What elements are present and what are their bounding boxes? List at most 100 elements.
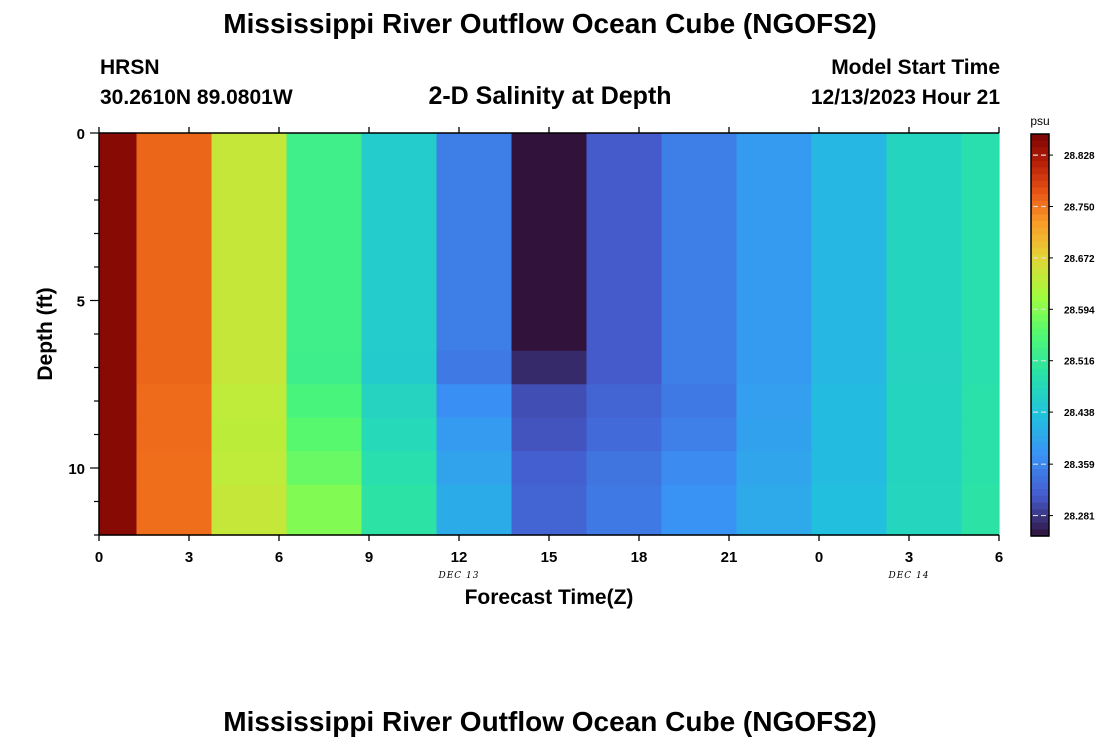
colorbar-segment	[1031, 415, 1049, 423]
colorbar-tick-label: 28.828	[1064, 151, 1095, 162]
colorbar-segment	[1031, 254, 1049, 262]
y-tick-label: 10	[68, 461, 85, 478]
heatmap-cell	[886, 384, 963, 419]
colorbar-segment	[1031, 522, 1049, 530]
heatmap-cell	[586, 417, 663, 452]
heatmap-cell	[436, 484, 513, 536]
colorbar-segment	[1031, 509, 1049, 517]
x-date-label: DEC 14	[888, 571, 930, 581]
colorbar-segment	[1031, 381, 1049, 390]
heatmap-cell	[436, 384, 513, 419]
colorbar-segment	[1031, 274, 1049, 282]
colorbar-segment	[1031, 435, 1049, 443]
heatmap-cell	[436, 417, 513, 452]
colorbar-segment	[1031, 428, 1049, 437]
heatmap-cell	[361, 350, 438, 385]
heatmap-cell	[661, 384, 738, 419]
heatmap-cell	[586, 384, 663, 419]
heatmap-cell	[99, 350, 138, 385]
colorbar-segment	[1031, 462, 1049, 470]
heatmap-cell	[586, 133, 663, 352]
heatmap-cell	[211, 350, 288, 385]
heatmap-cell	[811, 350, 888, 385]
heatmap-cell	[136, 417, 213, 452]
heatmap-cell	[436, 350, 513, 385]
heatmap-cell	[211, 384, 288, 419]
x-tick-label: 6	[995, 549, 1003, 566]
heatmap-cell	[361, 451, 438, 486]
colorbar-segment	[1031, 469, 1049, 477]
x-tick-label: 0	[95, 549, 103, 566]
colorbar-segment	[1031, 335, 1049, 343]
heatmap-cell	[661, 417, 738, 452]
colorbar-segment	[1031, 489, 1049, 497]
colorbar-segment	[1031, 160, 1049, 169]
colorbar-tick-label: 28.594	[1064, 305, 1095, 316]
colorbar-segment	[1031, 234, 1049, 242]
heatmap-cell	[586, 451, 663, 486]
colorbar-segment	[1031, 355, 1049, 363]
colorbar-segment	[1031, 529, 1049, 537]
heatmap-cell	[136, 451, 213, 486]
heatmap-cell	[511, 350, 588, 385]
colorbar-unit: psu	[1030, 114, 1049, 128]
colorbar-tick-label: 28.359	[1064, 460, 1095, 471]
heatmap-cell	[511, 417, 588, 452]
colorbar-tick-label: 28.281	[1064, 512, 1095, 523]
station-coordinates: 30.2610N 89.0801W	[100, 86, 293, 109]
colorbar-segment	[1031, 281, 1049, 289]
colorbar-segment	[1031, 180, 1049, 189]
heatmap-cell	[286, 384, 363, 419]
colorbar-segment	[1031, 388, 1049, 396]
heatmap-cell	[436, 451, 513, 486]
heatmap-cell	[361, 384, 438, 419]
heatmap-cell	[211, 484, 288, 536]
colorbar-tick-label: 28.438	[1064, 408, 1095, 419]
colorbar-segment	[1031, 341, 1049, 349]
heatmap-cell	[736, 350, 813, 385]
colorbar-segment	[1031, 348, 1049, 356]
heatmap-cell	[136, 350, 213, 385]
x-tick-label: 3	[185, 549, 193, 566]
colorbar-segment	[1031, 147, 1049, 155]
colorbar-segment	[1031, 475, 1049, 483]
colorbar-segment	[1031, 241, 1049, 249]
colorbar-segment	[1031, 361, 1049, 370]
heatmap-cell	[286, 451, 363, 486]
colorbar-segment	[1031, 207, 1049, 215]
colorbar-segment	[1031, 502, 1049, 510]
heatmap-cell	[661, 133, 738, 352]
colorbar-segment	[1031, 402, 1049, 410]
heatmap-cell	[886, 417, 963, 452]
heatmap-cell	[661, 484, 738, 536]
colorbar-segment	[1031, 268, 1049, 276]
heatmap-cell	[586, 350, 663, 385]
x-tick-label: 0	[815, 549, 823, 566]
heatmap-cell	[136, 484, 213, 536]
x-axis-title: Forecast Time(Z)	[465, 586, 634, 609]
heatmap-cell	[136, 133, 213, 352]
heatmap-cell	[736, 384, 813, 419]
heatmap-cell	[99, 484, 138, 536]
heatmap-cell	[361, 133, 438, 352]
heatmap-cell	[286, 133, 363, 352]
heatmap-cell	[961, 133, 1000, 352]
heatmap-cell	[961, 484, 1000, 536]
heatmap-cell	[661, 451, 738, 486]
colorbar-segment	[1031, 442, 1049, 450]
colorbar-segment	[1031, 308, 1049, 316]
colorbar-segment	[1031, 448, 1049, 457]
heatmap-cell	[511, 451, 588, 486]
colorbar-segment	[1031, 455, 1049, 463]
heatmap-cell	[511, 133, 588, 352]
colorbar-segment	[1031, 482, 1049, 490]
heatmap-cell	[961, 417, 1000, 452]
heatmap-cell	[361, 417, 438, 452]
colorbar-segment	[1031, 214, 1049, 222]
heatmap-cell	[811, 133, 888, 352]
colorbar-segment	[1031, 194, 1049, 202]
colorbar-segment	[1031, 515, 1049, 524]
chart-subtitle: 2-D Salinity at Depth	[428, 82, 672, 110]
heatmap-cell	[586, 484, 663, 536]
heatmap-cell	[361, 484, 438, 536]
